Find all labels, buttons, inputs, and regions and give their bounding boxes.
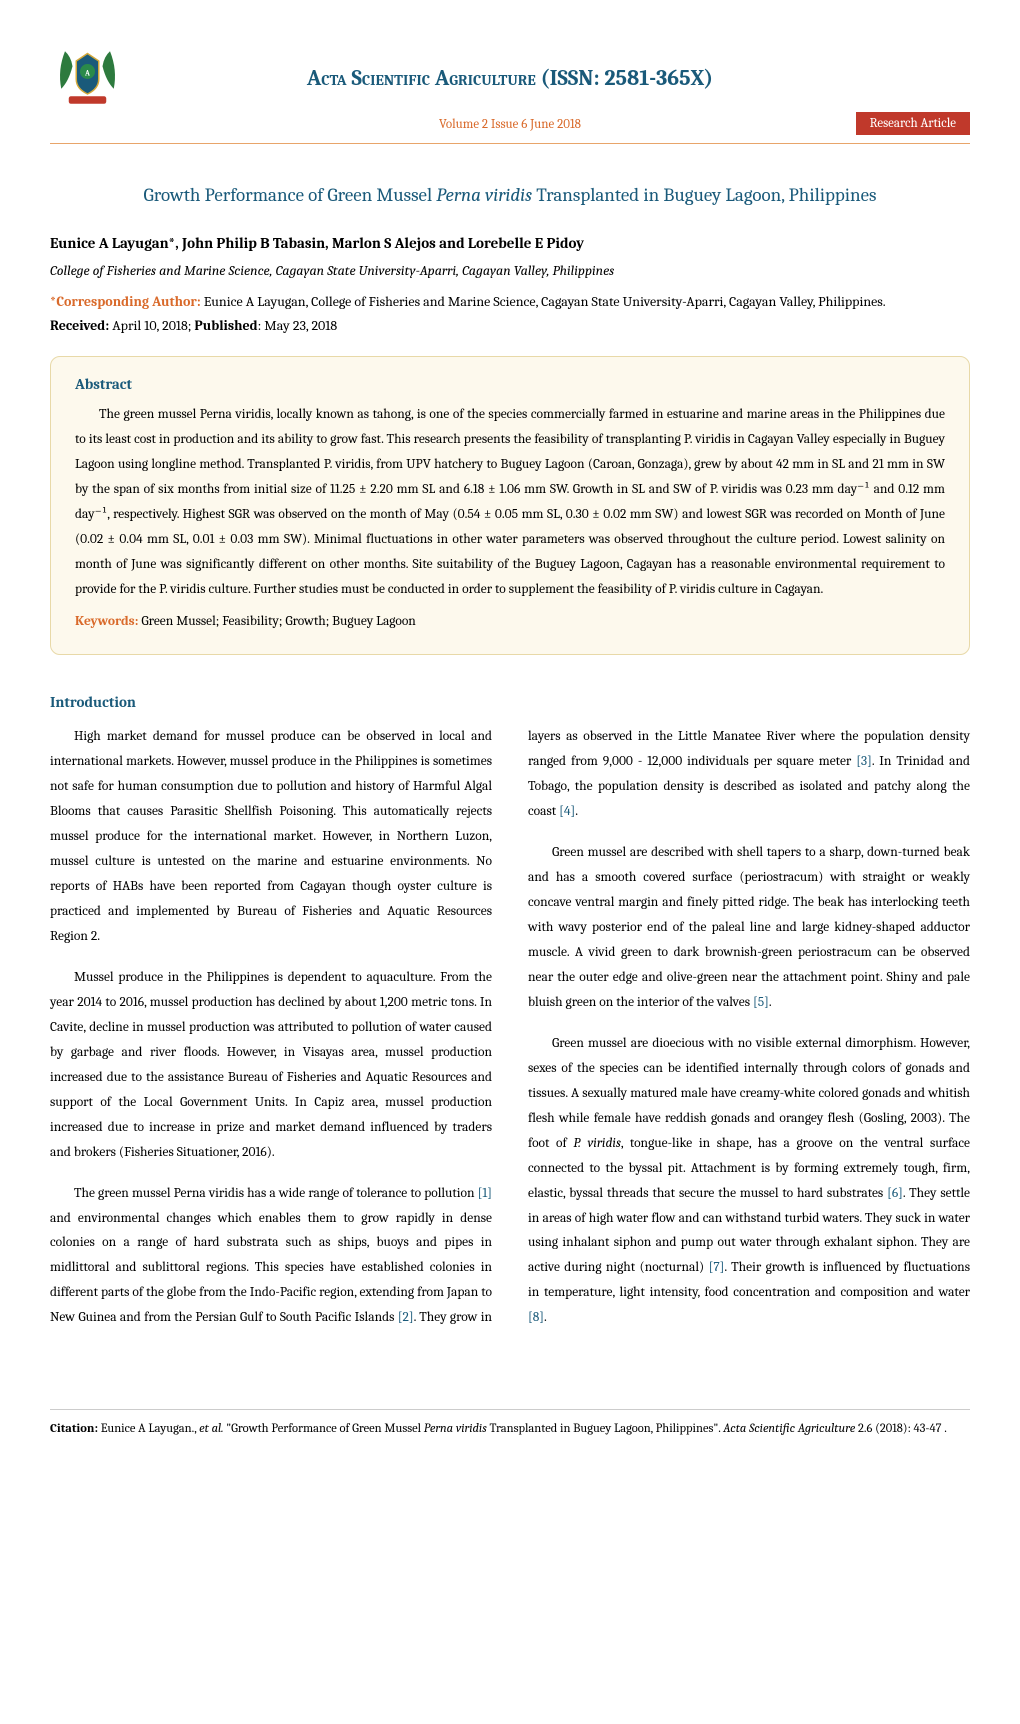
citation-label: Citation: [50, 1422, 98, 1436]
citation-mid: "Growth Performance of Green Mussel [224, 1422, 424, 1436]
header-row: A Acta Scientific Agriculture (ISSN: 258… [50, 40, 970, 115]
p5a: Green mussel are dioecious with no visib… [528, 1036, 970, 1151]
citation-author: Eunice A Layugan., [98, 1422, 199, 1436]
p5-species: P. viridis [573, 1136, 621, 1151]
abstract-box: Abstract The green mussel Perna viridis,… [50, 356, 970, 655]
keywords-label: Keywords: [75, 614, 138, 629]
citation-ref: 2.6 (2018): 43-47 . [855, 1422, 947, 1436]
published-label: Published [194, 317, 257, 334]
corresponding-label: *Corresponding Author: [50, 293, 201, 310]
received-value: April 10, 2018; [109, 317, 194, 334]
dates: Received: April 10, 2018; Published: May… [50, 317, 970, 334]
p3a: The green mussel Perna viridis has a wid… [74, 1186, 478, 1201]
body-columns: High market demand for mussel produce ca… [50, 725, 970, 1339]
citation-species: Perna viridis [424, 1422, 487, 1436]
p3e: . [575, 804, 578, 819]
intro-p5: Green mussel are dioecious with no visib… [528, 1032, 970, 1332]
received-label: Received: [50, 317, 109, 334]
title-post: Transplanted in Buguey Lagoon, Philippin… [532, 184, 876, 206]
cite-7[interactable]: [7] [709, 1260, 725, 1275]
intro-p2: Mussel produce in the Philippines is dep… [50, 966, 492, 1166]
intro-p1: High market demand for mussel produce ca… [50, 725, 492, 950]
cite-1[interactable]: [1] [478, 1186, 492, 1201]
affiliation: College of Fisheries and Marine Science,… [50, 262, 970, 279]
published-value: : May 23, 2018 [258, 317, 338, 334]
keywords: Keywords: Green Mussel; Feasibility; Gro… [75, 611, 945, 634]
journal-title: Acta Scientific Agriculture (ISSN: 2581-… [125, 65, 895, 91]
cite-8[interactable]: [8] [528, 1310, 544, 1325]
keywords-text: Green Mussel; Feasibility; Growth; Bugue… [138, 614, 415, 629]
abstract-text: The green mussel Perna viridis, locally … [75, 403, 945, 603]
header-divider [50, 143, 970, 144]
svg-text:A: A [84, 68, 90, 77]
footer-citation: Citation: Eunice A Layugan., et al. "Gro… [50, 1420, 970, 1439]
p3b: and environmental changes which enables … [50, 1211, 492, 1326]
cite-2[interactable]: [2] [398, 1310, 414, 1325]
p5e: . [544, 1310, 547, 1325]
corresponding-text: Eunice A Layugan, College of Fisheries a… [201, 293, 886, 310]
cite-6[interactable]: [6] [887, 1186, 903, 1201]
cite-3[interactable]: [3] [856, 754, 872, 769]
journal-logo: A [50, 40, 125, 115]
citation-etal: et al. [199, 1422, 223, 1436]
p4a: Green mussel are described with shell ta… [528, 845, 970, 1010]
abstract-heading: Abstract [75, 375, 945, 393]
introduction-heading: Introduction [50, 693, 970, 711]
title-species: Perna viridis [436, 184, 532, 206]
footer-divider [50, 1409, 970, 1410]
title-pre: Growth Performance of Green Mussel [144, 184, 437, 206]
cite-4[interactable]: [4] [559, 804, 575, 819]
article-type-badge: Research Article [856, 112, 970, 135]
citation-tail: Transplanted in Buguey Lagoon, Philippin… [487, 1422, 723, 1436]
p4b: . [769, 995, 772, 1010]
authors: Eunice A Layugan*, John Philip B Tabasin… [50, 234, 970, 252]
citation-journal: Acta Scientific Agriculture [723, 1422, 855, 1436]
article-title: Growth Performance of Green Mussel Perna… [50, 184, 970, 206]
cite-5[interactable]: [5] [753, 995, 769, 1010]
intro-p4: Green mussel are described with shell ta… [528, 841, 970, 1016]
corresponding-author: *Corresponding Author: Eunice A Layugan,… [50, 291, 970, 313]
